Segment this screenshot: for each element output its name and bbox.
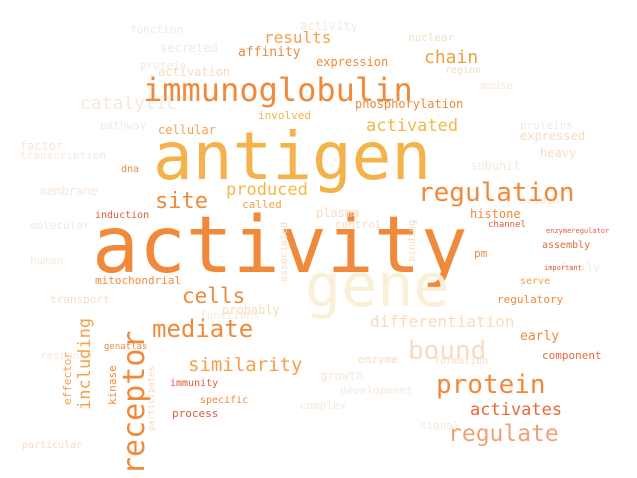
word: cells xyxy=(182,284,246,308)
word: heavy xyxy=(540,146,577,160)
word: including xyxy=(75,317,95,410)
word: genatlas xyxy=(104,342,148,352)
word: antigen xyxy=(153,118,432,195)
word: nuclear xyxy=(408,31,455,44)
word: pathway xyxy=(100,119,147,132)
word: regulatory xyxy=(497,293,564,306)
word: expressed xyxy=(520,129,586,143)
word: subunit xyxy=(470,159,521,173)
word: mediate xyxy=(152,315,254,343)
word: expression xyxy=(316,55,389,69)
word: mitochondrial xyxy=(95,274,182,287)
word: protein xyxy=(436,370,546,400)
word: pm xyxy=(474,247,488,260)
word: probably xyxy=(222,303,280,317)
word: early xyxy=(520,329,560,344)
word: assembly xyxy=(542,240,591,251)
word: enzyme xyxy=(358,353,398,366)
word: histone xyxy=(470,207,521,221)
word: induction xyxy=(95,210,150,221)
word: activity xyxy=(92,201,468,291)
word: control xyxy=(335,218,382,231)
word: immunity xyxy=(170,378,219,389)
word: bound xyxy=(408,336,487,366)
word: proteins xyxy=(520,119,573,132)
word: affinity xyxy=(238,45,301,60)
word: transcription xyxy=(20,149,107,162)
word: results xyxy=(264,28,332,47)
word: participates xyxy=(147,365,157,431)
word: immunoglobulin xyxy=(143,71,413,109)
word: process xyxy=(172,407,219,420)
word: response xyxy=(40,349,93,362)
word: region xyxy=(445,65,482,76)
word: formation xyxy=(434,356,489,367)
word: involved xyxy=(258,109,311,122)
word: gene xyxy=(305,251,450,321)
word: component xyxy=(542,349,602,362)
word: activity xyxy=(300,19,358,33)
word: growth xyxy=(320,369,364,383)
word: activates xyxy=(470,400,563,420)
word: transport xyxy=(50,293,110,306)
word: function xyxy=(130,23,183,36)
word: effector xyxy=(61,352,74,405)
word: mouse xyxy=(480,79,514,92)
word: domain xyxy=(520,194,560,207)
word: cellular xyxy=(158,123,216,137)
word: chain xyxy=(424,47,479,68)
word: site xyxy=(155,189,208,214)
word: signal xyxy=(420,419,460,432)
word: associated xyxy=(279,221,290,282)
word: activation xyxy=(158,65,231,79)
word: channel xyxy=(488,220,526,230)
word: activated xyxy=(366,116,459,136)
word: serve xyxy=(520,276,551,287)
word: similarity xyxy=(188,354,303,376)
word: family xyxy=(560,261,600,274)
word: phosphorylation xyxy=(355,97,464,111)
word: kinase xyxy=(106,365,119,405)
word: secreted xyxy=(160,41,218,55)
word: enzymeregulator xyxy=(546,227,610,235)
word: development xyxy=(340,384,413,397)
word: specific xyxy=(200,395,249,406)
word: functions xyxy=(200,309,260,322)
word: plasma xyxy=(316,206,360,220)
word: regulation xyxy=(418,178,575,208)
word: produced xyxy=(226,180,308,200)
word: membrane xyxy=(40,184,98,198)
word: human xyxy=(30,254,64,267)
word: binding xyxy=(407,219,418,262)
word: particular xyxy=(22,440,83,451)
word: protein xyxy=(140,59,187,72)
word: differentiation xyxy=(370,312,515,331)
word: complex xyxy=(300,399,347,412)
word: receptor xyxy=(117,330,152,476)
word: called xyxy=(242,198,282,211)
word: dna xyxy=(121,164,140,175)
word: molecular xyxy=(30,219,90,232)
word: catalytic xyxy=(80,93,178,114)
word: factor xyxy=(20,139,64,153)
word: important xyxy=(544,264,582,272)
word: regulate xyxy=(448,421,559,447)
